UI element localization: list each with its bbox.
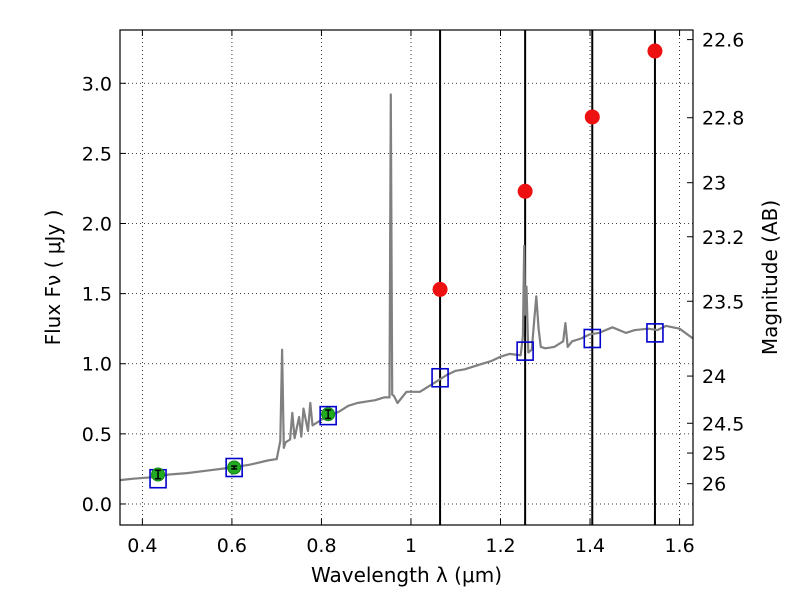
- y-tick-label: 0.0: [82, 494, 112, 516]
- plot-frame: [119, 29, 694, 526]
- axis-ticks: 0.4 0.6 0.8 1 1.2 1.4 1.6 0.0 0.5 1.0 1.5 2.0 2.5 3.0…: [82, 30, 745, 557]
- y-tick-label: 1.5: [82, 284, 112, 306]
- y-tick-label: 1.0: [82, 354, 112, 376]
- limit-flux-point: [517, 183, 533, 199]
- y-axis-label: Flux Fν ( μJy ): [41, 210, 65, 346]
- x-tick-label: 1.2: [485, 535, 515, 557]
- limit-flux-point: [432, 281, 448, 297]
- right-tick-label: 25: [702, 443, 726, 465]
- y-tick-label: 2.0: [82, 214, 112, 236]
- right-tick-label: 23.5: [702, 291, 744, 313]
- grid: [120, 30, 693, 525]
- right-tick-label: 23.2: [702, 227, 744, 249]
- x-tick-label: 1: [405, 535, 417, 557]
- right-tick-label: 22.6: [702, 30, 744, 52]
- spectrum-series: [119, 93, 694, 482]
- right-tick-label: 22.8: [702, 108, 744, 130]
- x-tick-label: 0.8: [306, 535, 336, 557]
- x-tick-label: 1.6: [664, 535, 694, 557]
- model-flux-square-marker: [225, 457, 243, 478]
- x-tick-label: 1.4: [575, 535, 605, 557]
- x-tick-label: 0.6: [217, 535, 247, 557]
- model-flux-square-marker: [319, 405, 337, 426]
- right-tick-label: 23: [702, 173, 726, 195]
- x-axis-label: Wavelength λ (μm): [311, 563, 502, 587]
- data-markers: [149, 43, 664, 489]
- spectrum-line: [119, 93, 694, 482]
- model-flux-square-marker: [431, 367, 449, 388]
- y-tick-label: 0.5: [82, 424, 112, 446]
- model-flux-square-marker: [583, 328, 602, 349]
- y-tick-label: 2.5: [82, 143, 112, 165]
- right-axis-label: Magnitude (AB): [758, 200, 782, 355]
- right-tick-label: 26: [702, 474, 726, 496]
- y-tick-label: 3.0: [82, 73, 112, 95]
- limit-flux-point: [647, 43, 663, 59]
- x-tick-label: 0.4: [127, 535, 157, 557]
- model-flux-square-marker: [516, 341, 534, 361]
- model-flux-square-marker: [646, 323, 664, 343]
- right-tick-label: 24: [702, 366, 726, 388]
- right-tick-label: 24.5: [702, 413, 744, 435]
- limit-flux-point: [584, 109, 600, 125]
